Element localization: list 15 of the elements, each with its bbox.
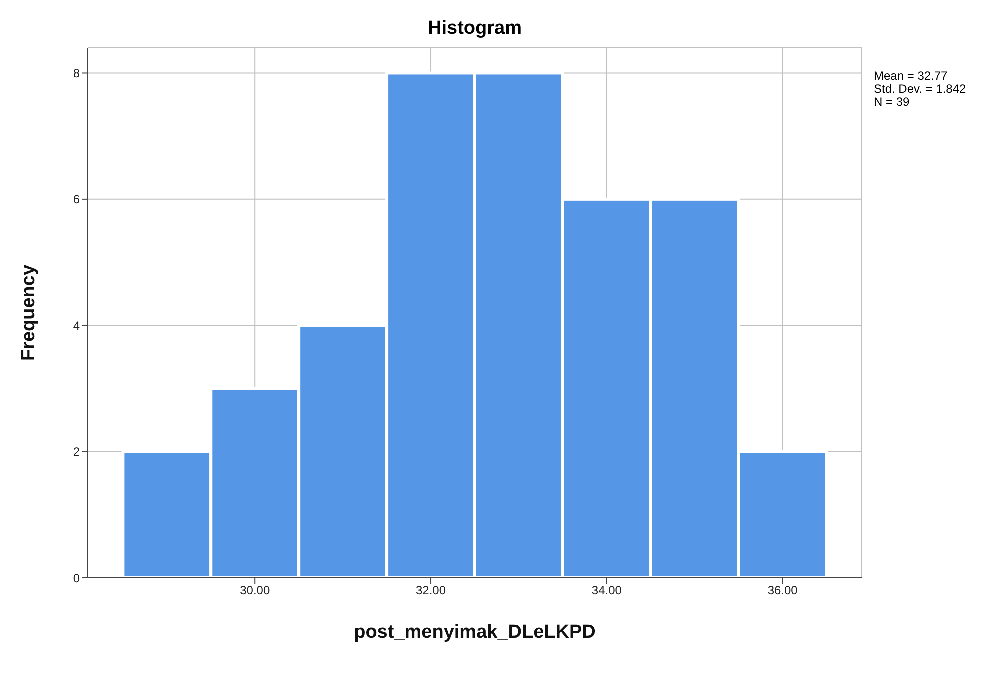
y-tick-label: 8 bbox=[73, 66, 80, 80]
text: N = 39 bbox=[874, 95, 911, 109]
chart-title: Histogram bbox=[427, 18, 523, 40]
y-axis-title: Frequency bbox=[18, 264, 40, 362]
y-tick-label: 6 bbox=[73, 192, 80, 207]
x-axis-title: post_menyimak_DLeLKPD bbox=[354, 622, 596, 643]
y-tick-label: 0 bbox=[73, 571, 80, 586]
x-tick-label: 30.00 bbox=[240, 584, 270, 598]
x-tick-label: 34.00 bbox=[592, 584, 622, 598]
text: Std. Dev. = 1.842 bbox=[874, 82, 966, 96]
y-tick-label: 4 bbox=[73, 318, 80, 333]
x-tick-label: 36.00 bbox=[768, 584, 798, 598]
x-tick-label: 32.00 bbox=[416, 584, 446, 598]
text: Mean = 32.77 bbox=[874, 69, 949, 83]
y-tick-label: 2 bbox=[73, 445, 80, 460]
